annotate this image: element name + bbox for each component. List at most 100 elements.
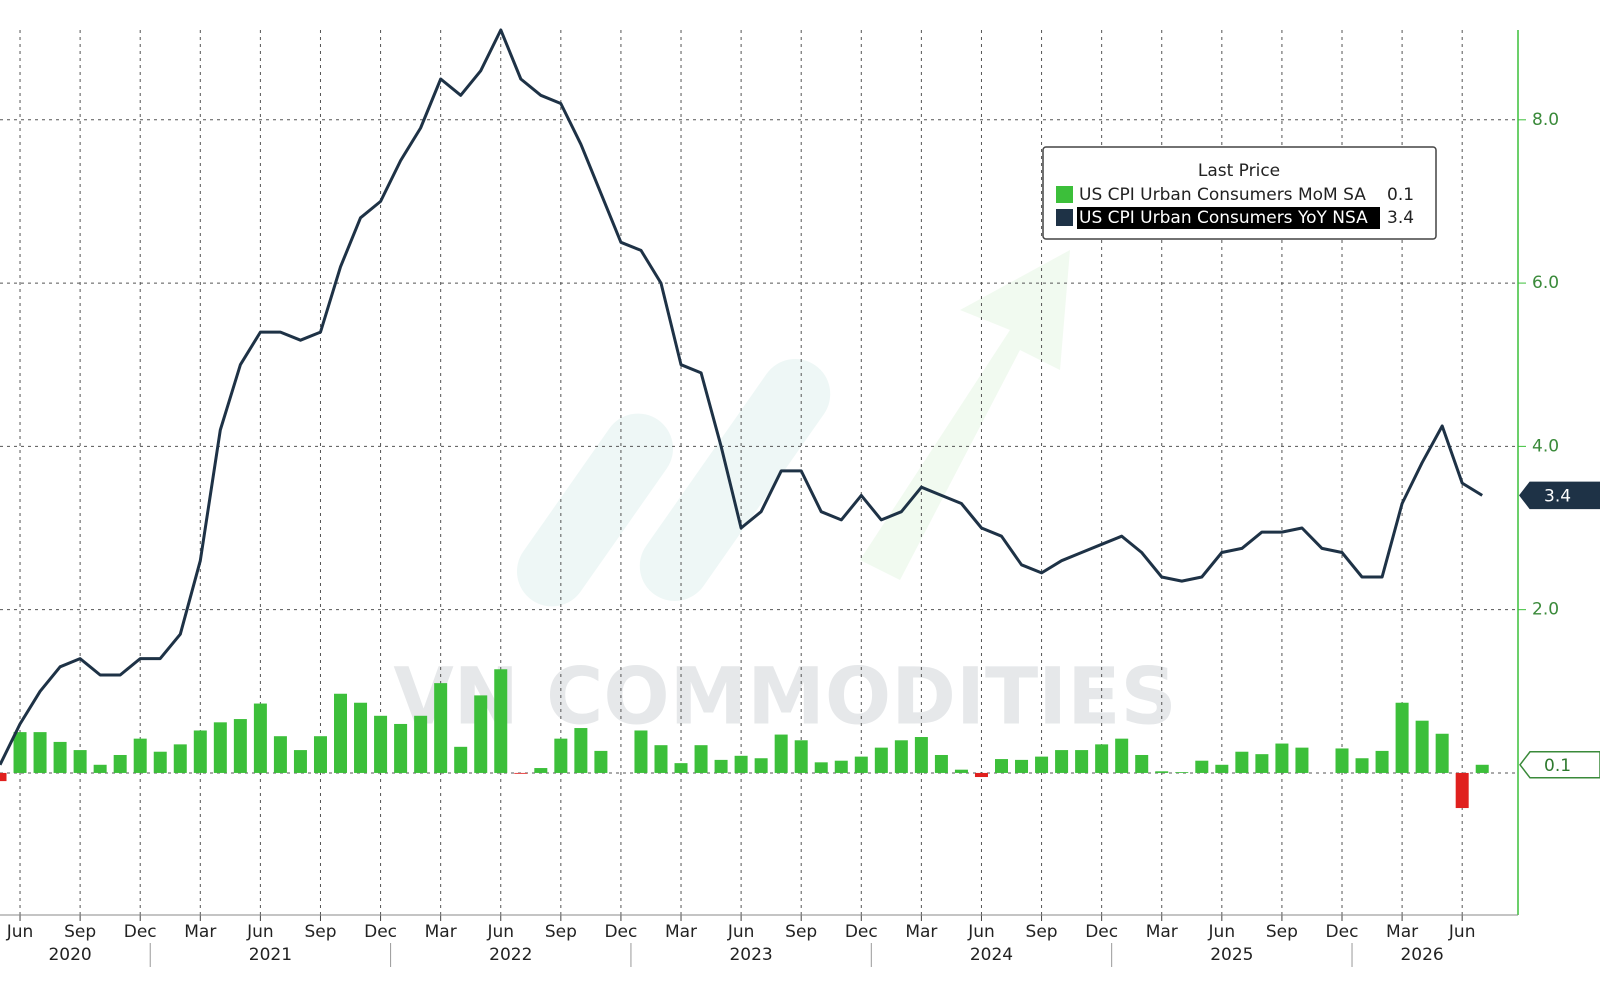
- bar: [1455, 772, 1469, 809]
- bar: [594, 750, 608, 773]
- x-tick-label: Mar: [184, 922, 216, 942]
- bar: [73, 750, 87, 773]
- x-tick-label: Mar: [905, 922, 937, 942]
- bar: [1355, 758, 1369, 773]
- x-tick-label: Dec: [124, 922, 157, 942]
- bar: [754, 758, 768, 773]
- bar: [213, 722, 227, 773]
- legend: Last Price US CPI Urban Consumers MoM SA 0…: [1042, 146, 1437, 240]
- bar: [794, 740, 808, 773]
- bar: [53, 741, 67, 773]
- y-tick-label: 4.0: [1532, 436, 1559, 456]
- bar: [1095, 744, 1109, 773]
- line: [0, 28, 1483, 766]
- bar: [894, 740, 908, 773]
- legend-label: US CPI Urban Consumers YoY NSA: [1079, 208, 1368, 228]
- bar: [734, 755, 748, 773]
- bar: [153, 751, 167, 773]
- legend-highlight: [1077, 207, 1380, 229]
- flag-label: 3.4: [1544, 486, 1571, 506]
- bar: [1175, 772, 1189, 773]
- bar: [1295, 747, 1309, 773]
- bar: [414, 715, 428, 773]
- bar: [874, 747, 888, 773]
- x-tick-label: Dec: [1085, 922, 1118, 942]
- bar: [354, 702, 368, 773]
- bar: [0, 772, 7, 782]
- flag-label: 0.1: [1544, 756, 1571, 776]
- bar: [554, 738, 568, 773]
- x-tick-label: Mar: [425, 922, 457, 942]
- legend-swatch: [1056, 209, 1073, 226]
- year-label: 2023: [729, 945, 772, 965]
- x-tick-label: Dec: [604, 922, 637, 942]
- bar: [934, 754, 948, 773]
- bar: [434, 683, 448, 773]
- bar: [334, 693, 348, 773]
- x-tick-label: Sep: [785, 922, 817, 942]
- bar: [1015, 759, 1029, 773]
- year-label: 2022: [489, 945, 532, 965]
- bar: [253, 703, 267, 773]
- year-label: 2021: [249, 945, 292, 965]
- bar: [714, 759, 728, 773]
- flag-shape: [1519, 751, 1600, 779]
- x-tick-label: Sep: [1026, 922, 1058, 942]
- legend-title: Last Price: [1198, 161, 1280, 181]
- bar: [634, 730, 648, 773]
- bar: [574, 728, 588, 773]
- bar: [954, 769, 968, 773]
- x-tick-label: Jun: [1208, 922, 1236, 942]
- bar: [33, 732, 47, 773]
- bar: [1215, 764, 1229, 773]
- x-tick-label: Jun: [246, 922, 274, 942]
- year-label: 2024: [970, 945, 1013, 965]
- bar: [1335, 748, 1349, 773]
- x-tick-label: Jun: [6, 922, 34, 942]
- bar: [1115, 738, 1129, 773]
- legend-value: 0.1: [1387, 185, 1414, 205]
- year-label: 2020: [48, 945, 91, 965]
- bar: [774, 734, 788, 773]
- y-tick-label: 2.0: [1532, 600, 1559, 620]
- x-tick-label: Dec: [364, 922, 397, 942]
- bar: [674, 763, 688, 773]
- bar: [474, 695, 488, 773]
- bar: [494, 669, 508, 773]
- year-label: 2026: [1400, 945, 1443, 965]
- bar: [1035, 756, 1049, 773]
- bar: [454, 746, 468, 773]
- x-tick-label: Mar: [1146, 922, 1178, 942]
- x-tick-label: Sep: [304, 922, 336, 942]
- bar: [394, 723, 408, 773]
- bar: [1075, 750, 1089, 773]
- y-tick-label: 6.0: [1532, 273, 1559, 293]
- bar: [273, 736, 287, 773]
- x-tick-label: Jun: [486, 922, 514, 942]
- bar: [1375, 750, 1389, 773]
- y-tick-label: 8.0: [1532, 110, 1559, 130]
- bar: [1435, 733, 1449, 773]
- bar: [1135, 754, 1149, 773]
- legend-value: 3.4: [1387, 208, 1414, 228]
- bar: [995, 759, 1008, 773]
- bar: [1475, 764, 1489, 773]
- bar: [374, 715, 388, 773]
- bar: [1395, 702, 1409, 773]
- bar: [1155, 771, 1169, 773]
- bar: [113, 754, 127, 773]
- bar: [514, 772, 528, 774]
- bar: [13, 732, 27, 773]
- bar: [193, 730, 207, 773]
- bar: [854, 756, 868, 773]
- bar: [814, 762, 828, 773]
- bar: [313, 736, 327, 773]
- bar: [1055, 750, 1069, 773]
- bar: [173, 744, 187, 773]
- x-tick-label: Sep: [1266, 922, 1298, 942]
- x-tick-label: Mar: [1386, 922, 1418, 942]
- legend-swatch: [1056, 186, 1073, 203]
- x-tick-label: Dec: [845, 922, 878, 942]
- bar: [1415, 720, 1429, 773]
